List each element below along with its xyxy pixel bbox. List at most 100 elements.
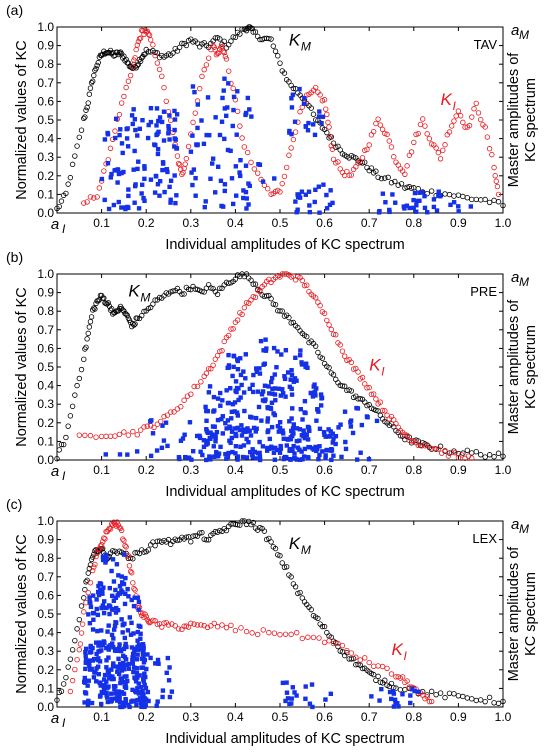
data-point [166,131,171,136]
data-point [125,586,130,592]
data-point [486,694,493,701]
data-point [174,112,180,117]
data-point [146,32,153,38]
data-point [235,413,241,418]
series-label: K [369,356,381,375]
data-point [269,400,275,405]
data-point [369,694,374,699]
data-point [119,668,125,673]
data-point [117,642,122,647]
data-point [83,649,88,655]
data-point [281,70,288,76]
data-point [266,446,272,451]
data-point [117,583,123,589]
data-point [160,160,166,165]
data-point [235,367,241,372]
data-point [165,536,172,543]
data-point [247,449,253,455]
data-point [250,452,255,458]
data-point [119,205,124,210]
data-point [96,592,102,598]
data-point [107,585,113,591]
data-point [255,631,261,638]
data-point [393,685,399,691]
x-tick-label: 0.9 [450,463,467,477]
data-point [159,445,165,450]
data-point [473,449,479,455]
data-point [220,204,226,209]
data-point [153,661,158,666]
data-point [390,192,395,197]
data-point [155,131,160,136]
data-point [252,294,259,301]
data-point [414,209,419,214]
data-point [219,119,225,124]
data-point [67,656,74,662]
data-point [259,418,264,423]
y-axis-label: Normalized values of KC [14,287,30,447]
data-point [100,51,106,58]
data-point [132,321,138,327]
data-point [233,164,239,169]
data-point [131,585,137,592]
data-point [220,414,226,419]
data-point [290,685,296,690]
data-point [271,630,278,636]
data-point [422,443,428,449]
data-point [314,386,319,391]
data-point [160,167,165,173]
data-point [406,152,413,158]
data-point [248,159,254,166]
data-point [166,678,172,683]
data-point [384,131,390,138]
data-point [132,646,137,652]
data-point [104,645,109,651]
data-point [69,403,76,410]
data-point [120,660,126,666]
data-point [133,46,139,53]
data-point [230,402,236,407]
data-point [204,442,209,447]
data-point [114,691,120,696]
data-point [95,59,101,66]
data-point [317,302,323,309]
y-tick-label: 0.4 [37,132,54,146]
data-point [157,115,163,120]
data-point [167,694,173,700]
data-point [136,599,142,605]
data-point [164,412,171,418]
panel-label: (a) [6,2,23,18]
data-point [473,100,479,107]
data-point [185,286,192,293]
y-axis-label: Normalized values of KC [14,534,30,694]
y-tick-label: 0.7 [37,323,54,337]
data-point [118,666,124,671]
data-point [396,704,401,709]
data-point [359,155,366,161]
data-point [250,29,256,35]
data-point [139,312,145,319]
data-point [124,136,130,141]
data-point [113,587,118,593]
data-point [140,677,146,682]
data-point [121,653,126,659]
data-point [397,687,404,693]
x-tick-label: 0.4 [227,216,244,230]
data-point [390,688,396,694]
data-point [125,678,130,684]
data-point [302,410,307,415]
x-axis-label: Individual amplitudes of KC spectrum [165,731,404,747]
data-point [370,391,377,397]
data-point [95,298,101,304]
y-tick-label: 0.5 [37,113,54,127]
data-point [431,204,437,210]
series-2 [99,76,474,215]
data-point [438,450,445,456]
data-point [54,455,60,462]
data-point [210,424,216,429]
data-point [422,193,427,199]
data-point [251,166,258,172]
data-point [440,147,446,154]
data-point [81,200,87,206]
